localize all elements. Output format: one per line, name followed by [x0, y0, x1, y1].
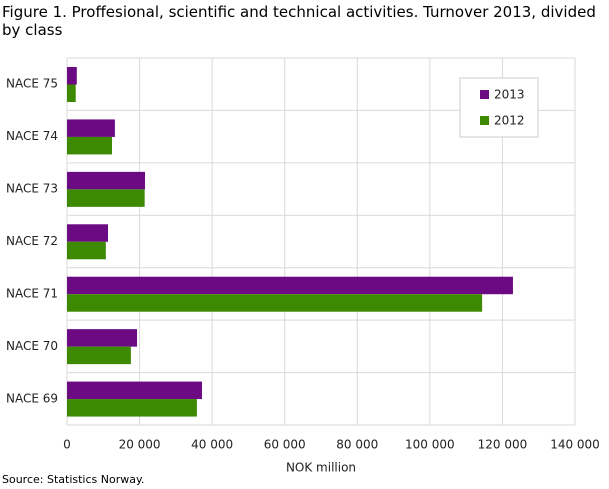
- y-tick-label: NACE 73: [6, 182, 58, 196]
- x-tick-label: 60 000: [264, 438, 306, 452]
- bar: [67, 329, 138, 347]
- bar: [67, 189, 145, 207]
- y-tick-label: NACE 71: [6, 286, 58, 300]
- bar: [67, 399, 197, 417]
- y-tick-label: NACE 70: [6, 339, 58, 353]
- legend-swatch: [480, 90, 489, 99]
- bar: [67, 136, 112, 155]
- bar: [67, 294, 483, 312]
- legend-label: 2013: [494, 88, 525, 102]
- x-tick-label: 140 000: [550, 438, 600, 452]
- bar: [67, 346, 131, 365]
- legend-label: 2012: [494, 114, 525, 128]
- legend-box: [459, 77, 539, 138]
- x-tick-label: 120 000: [478, 438, 528, 452]
- bar: [67, 276, 513, 295]
- bar: [67, 224, 109, 242]
- x-axis-title: NOK million: [286, 461, 356, 475]
- bar: [67, 84, 76, 102]
- bar: [67, 381, 202, 400]
- x-tick-label: 100 000: [405, 438, 455, 452]
- x-tick-label: 40 000: [191, 438, 233, 452]
- y-tick-label: NACE 75: [6, 77, 58, 91]
- y-tick-label: NACE 74: [6, 129, 58, 143]
- bar: [67, 171, 146, 190]
- legend-swatch: [480, 116, 489, 125]
- x-tick-label: 80 000: [336, 438, 378, 452]
- bar: [67, 119, 115, 137]
- chart-title: Figure 1. Proffesional, scientific and t…: [2, 3, 596, 39]
- y-tick-label: NACE 72: [6, 234, 58, 248]
- y-tick-label: NACE 69: [6, 391, 58, 405]
- source-note: Source: Statistics Norway.: [2, 473, 145, 486]
- bar: [67, 241, 106, 260]
- x-tick-label: 20 000: [119, 438, 161, 452]
- x-tick-label: 0: [63, 438, 71, 452]
- bar: [67, 67, 77, 85]
